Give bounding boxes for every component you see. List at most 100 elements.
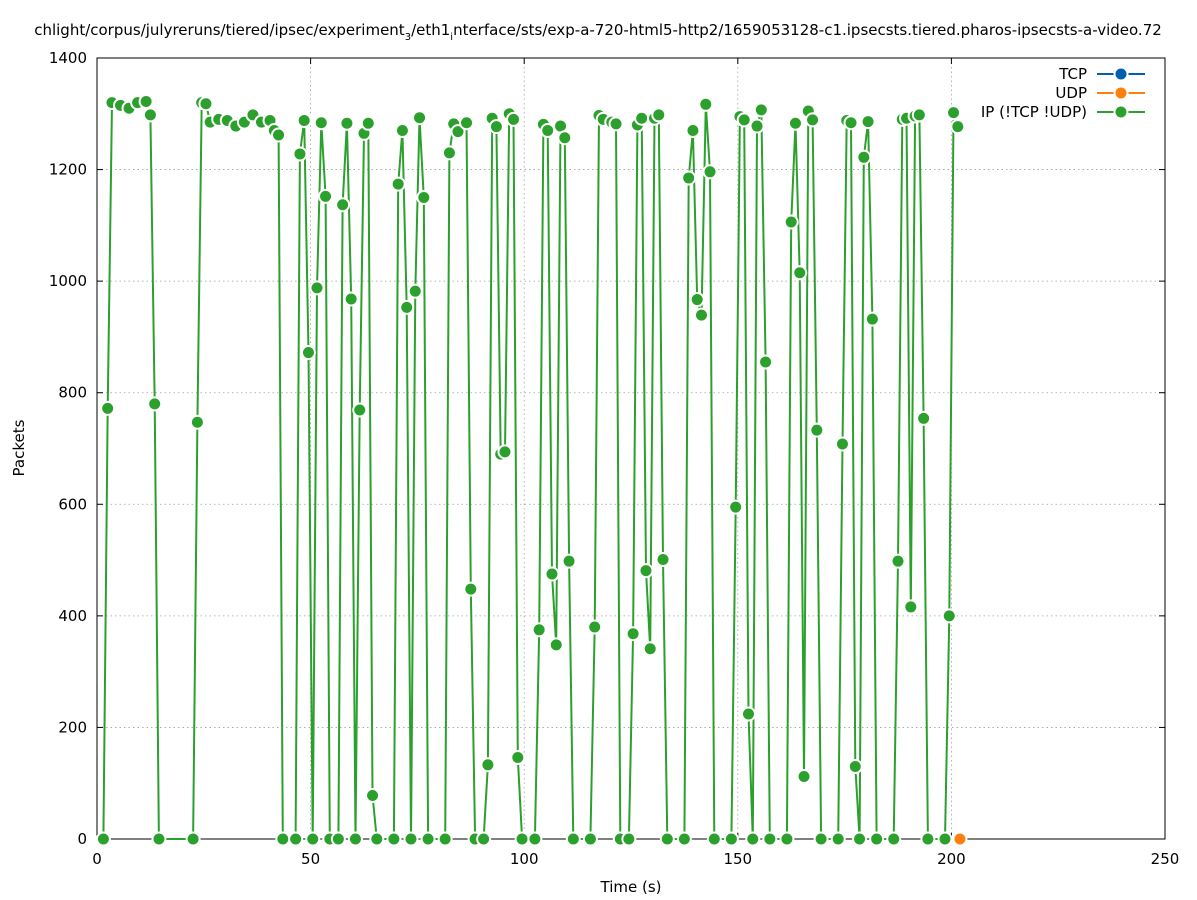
series-2 (95, 94, 966, 847)
axis-ticks: 0 50 100 150 200 250 0 200 400 600 800 1000 1200 1400 (49, 49, 1180, 868)
data-point (360, 115, 376, 131)
data-point (476, 831, 492, 847)
data-point (437, 831, 453, 847)
legend-swatch-marker (1113, 66, 1129, 82)
data-point (561, 553, 577, 569)
data-point (582, 831, 598, 847)
y-tick-label: 600 (58, 495, 87, 513)
data-point (347, 831, 363, 847)
data-point (412, 110, 428, 126)
data-point (903, 599, 919, 615)
data-point (608, 116, 624, 132)
data-point (787, 115, 803, 131)
data-point (548, 637, 564, 653)
x-tick-label: 200 (937, 850, 966, 868)
x-tick-label: 150 (723, 850, 752, 868)
data-point (386, 831, 402, 847)
x-tick-label: 0 (92, 850, 102, 868)
data-point (565, 831, 581, 847)
data-point (403, 831, 419, 847)
data-point (762, 831, 778, 847)
data-point (952, 831, 968, 847)
data-point (676, 831, 692, 847)
data-point (685, 123, 701, 139)
legend-label: TCP (1058, 65, 1087, 83)
data-point (369, 831, 385, 847)
data-point (330, 831, 346, 847)
legend-label: IP (!TCP !UDP) (981, 103, 1087, 121)
data-point (655, 552, 671, 568)
data-point (843, 115, 859, 131)
data-point (450, 124, 466, 140)
data-point (937, 831, 953, 847)
data-point (514, 831, 530, 847)
x-axis-label: Time (s) (600, 878, 662, 896)
series-layer (95, 94, 968, 847)
data-point (95, 831, 111, 847)
data-point (527, 831, 543, 847)
data-point (834, 436, 850, 452)
data-point (890, 553, 906, 569)
data-point (830, 831, 846, 847)
data-point (847, 758, 863, 774)
data-point (813, 831, 829, 847)
data-point (809, 422, 825, 438)
data-point (292, 146, 308, 162)
data-point (946, 105, 962, 121)
data-point (864, 311, 880, 327)
data-point (300, 345, 316, 361)
data-point (544, 566, 560, 582)
legend-swatch-marker (1113, 85, 1129, 101)
data-point (407, 283, 423, 299)
data-point (638, 563, 654, 579)
data-point (805, 112, 821, 128)
data-point (950, 119, 966, 135)
data-point (335, 197, 351, 213)
data-point (625, 626, 641, 642)
data-point (728, 499, 744, 515)
data-point (860, 114, 876, 130)
data-point (698, 96, 714, 112)
data-point (736, 112, 752, 128)
data-point (399, 299, 415, 315)
data-point (753, 102, 769, 118)
data-point (856, 149, 872, 165)
data-point (869, 831, 885, 847)
data-point (151, 831, 167, 847)
data-point (634, 110, 650, 126)
y-tick-label: 800 (58, 384, 87, 402)
data-point (702, 164, 718, 180)
data-point (185, 831, 201, 847)
data-point (441, 145, 457, 161)
series-1 (952, 831, 968, 847)
data-point (480, 757, 496, 773)
y-tick-label: 1200 (49, 161, 87, 179)
chart-title: chlight/corpus/julyreruns/tiered/ipsec/e… (34, 21, 1162, 43)
data-point (198, 96, 214, 112)
data-point (147, 396, 163, 412)
data-point (463, 581, 479, 597)
legend-swatch-marker (1113, 104, 1129, 120)
data-point (390, 176, 406, 192)
data-point (852, 831, 868, 847)
data-point (557, 130, 573, 146)
data-point (758, 354, 774, 370)
data-point (318, 188, 334, 204)
data-point (138, 94, 154, 110)
data-point (651, 107, 667, 123)
y-tick-label: 0 (77, 830, 87, 848)
data-point (689, 292, 705, 308)
data-point (343, 291, 359, 307)
data-point (783, 214, 799, 230)
data-point (497, 444, 513, 460)
data-point (740, 706, 756, 722)
data-point (745, 831, 761, 847)
data-point (941, 608, 957, 624)
y-tick-label: 1400 (49, 49, 87, 67)
data-point (305, 831, 321, 847)
data-point (271, 127, 287, 143)
data-point (723, 831, 739, 847)
x-tick-label: 250 (1151, 850, 1180, 868)
